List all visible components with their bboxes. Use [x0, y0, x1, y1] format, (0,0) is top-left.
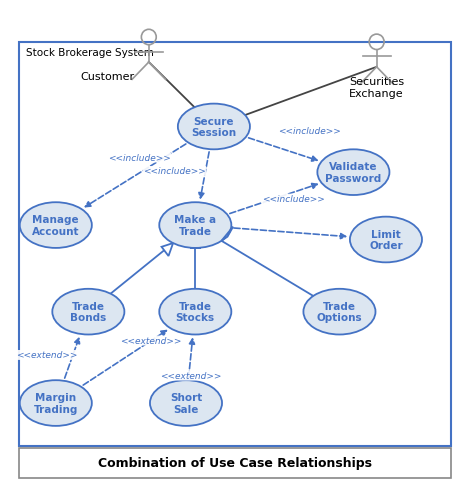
Text: Trade
Stocks: Trade Stocks	[176, 301, 215, 323]
Text: Trade
Options: Trade Options	[317, 301, 362, 323]
Text: <<include>>: <<include>>	[108, 154, 171, 163]
Text: Limit
Order: Limit Order	[369, 229, 403, 251]
Ellipse shape	[317, 150, 389, 196]
Ellipse shape	[20, 203, 92, 249]
Text: Securities
Exchange: Securities Exchange	[349, 77, 404, 98]
Polygon shape	[221, 227, 233, 241]
Ellipse shape	[178, 105, 250, 150]
FancyBboxPatch shape	[19, 448, 451, 478]
Text: <<extend>>: <<extend>>	[16, 351, 77, 360]
Ellipse shape	[159, 203, 231, 249]
Ellipse shape	[303, 289, 376, 335]
Ellipse shape	[52, 289, 125, 335]
Ellipse shape	[20, 380, 92, 426]
Text: Customer: Customer	[81, 72, 135, 82]
Text: <<extend>>: <<extend>>	[120, 336, 182, 345]
Polygon shape	[161, 243, 173, 256]
Ellipse shape	[159, 289, 231, 335]
Text: <<include>>: <<include>>	[262, 195, 324, 204]
Text: <<include>>: <<include>>	[143, 167, 206, 176]
Text: Trade
Bonds: Trade Bonds	[70, 301, 106, 323]
Text: Margin
Trading: Margin Trading	[33, 393, 78, 414]
Text: Secure
Session: Secure Session	[191, 117, 237, 138]
Text: Stock Brokerage System: Stock Brokerage System	[26, 48, 153, 58]
Ellipse shape	[350, 217, 422, 263]
Text: Make a
Trade: Make a Trade	[174, 215, 216, 236]
Text: Short
Sale: Short Sale	[170, 393, 202, 414]
Ellipse shape	[150, 380, 222, 426]
Text: <<extend>>: <<extend>>	[160, 372, 221, 380]
Text: Validate
Password: Validate Password	[326, 162, 381, 183]
Text: Combination of Use Case Relationships: Combination of Use Case Relationships	[98, 456, 372, 469]
FancyBboxPatch shape	[19, 43, 451, 446]
Text: <<include>>: <<include>>	[278, 126, 340, 135]
Text: Manage
Account: Manage Account	[32, 215, 80, 236]
